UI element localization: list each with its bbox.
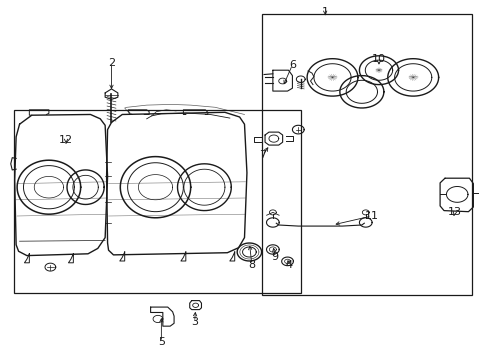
- Text: 1: 1: [321, 6, 328, 17]
- Text: 2: 2: [108, 58, 115, 68]
- Text: 3: 3: [191, 317, 198, 327]
- Bar: [261, 14, 471, 295]
- Text: 5: 5: [158, 337, 164, 347]
- Text: 12: 12: [59, 135, 73, 145]
- Text: 7: 7: [259, 150, 266, 160]
- Bar: [14, 110, 300, 293]
- Text: 6: 6: [288, 60, 295, 70]
- Text: 10: 10: [371, 54, 385, 64]
- Text: 9: 9: [271, 252, 278, 262]
- Text: 8: 8: [248, 260, 255, 270]
- Text: 4: 4: [285, 260, 291, 270]
- Text: 11: 11: [364, 211, 378, 221]
- Text: 13: 13: [447, 207, 461, 217]
